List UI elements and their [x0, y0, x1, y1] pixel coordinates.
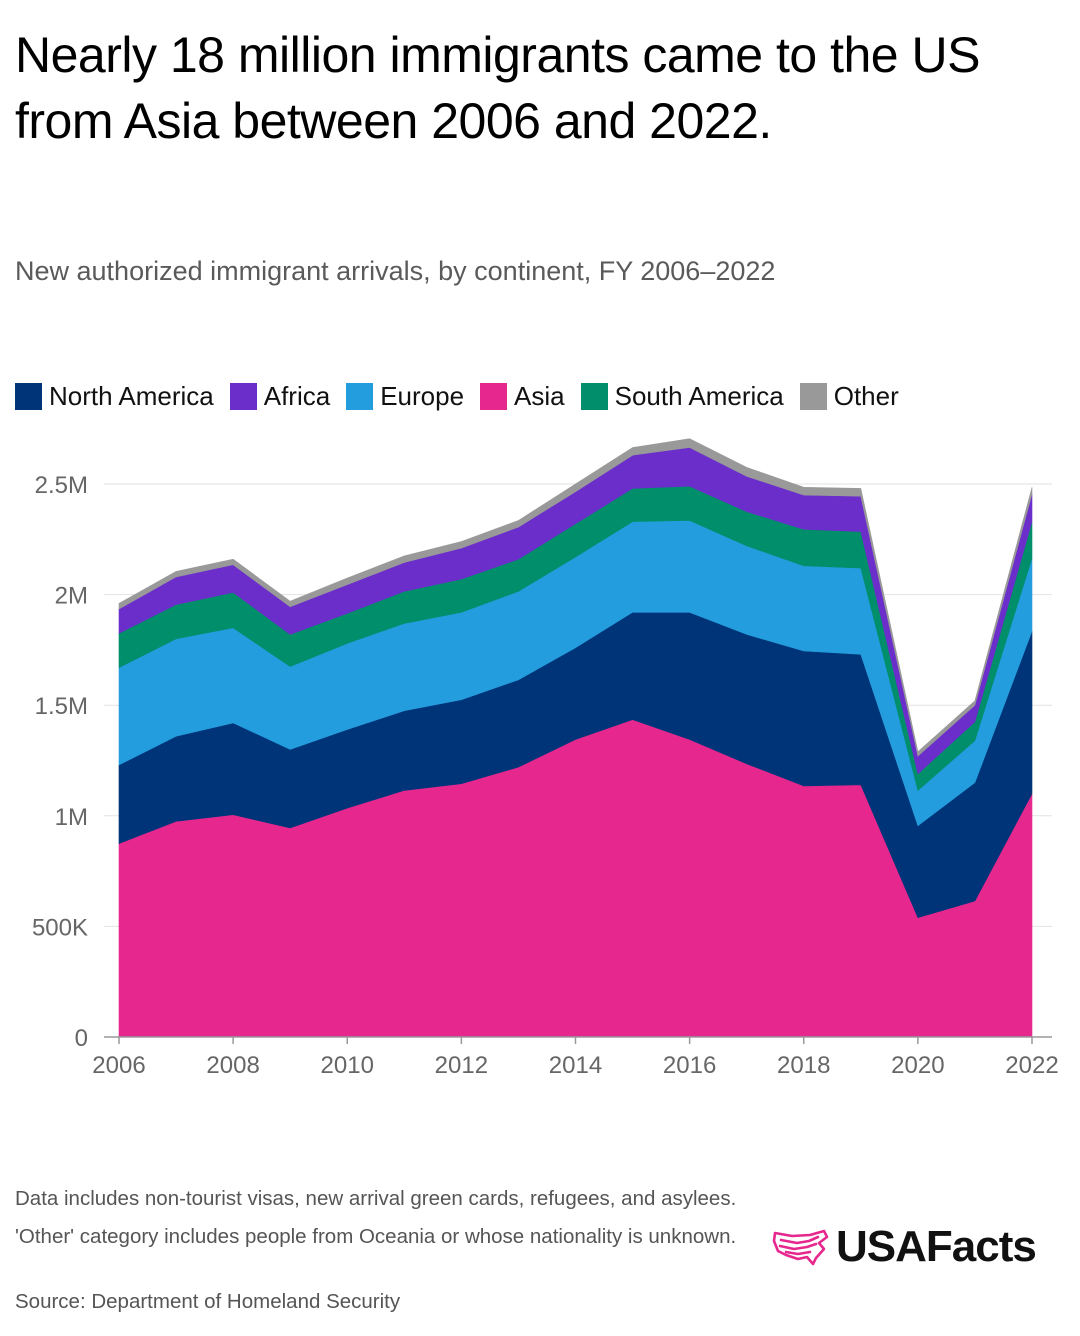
x-tick-label: 2006 — [92, 1052, 145, 1079]
legend-item-europe: Europe — [346, 381, 464, 412]
legend-label: Africa — [263, 380, 331, 411]
chart-subtitle: New authorized immigrant arrivals, by co… — [15, 256, 776, 286]
footnote: Data includes non-tourist visas, new arr… — [15, 1187, 737, 1248]
x-tick-label: 2010 — [321, 1052, 374, 1079]
y-tick-label: 500K — [32, 914, 88, 941]
us-map-icon — [772, 1229, 829, 1266]
legend-item-africa: Africa — [229, 380, 331, 412]
legend-item-asia: Asia — [480, 381, 565, 412]
x-tick-label: 2018 — [777, 1052, 830, 1079]
x-tick-label: 2022 — [1005, 1052, 1058, 1079]
x-tick-label: 2016 — [663, 1052, 716, 1079]
legend-swatch — [15, 382, 42, 410]
y-tick-label: 1M — [55, 804, 88, 831]
chart-title: Nearly 18 million immigrants came to the… — [15, 27, 980, 149]
legend-swatch — [580, 382, 608, 410]
legend-label: Europe — [380, 380, 465, 411]
x-tick-label: 2014 — [549, 1052, 602, 1079]
axes: 0 500K 1M 1.5M 2M 2.5M 2006 2008 2010 2012 2014 201… — [32, 472, 1059, 1079]
y-tick-label: 0 — [75, 1025, 88, 1052]
legend-item-other: Other — [799, 380, 899, 412]
area-series — [118, 438, 1033, 1038]
usafacts-logo: USAFacts — [772, 1222, 1037, 1272]
source-note: Source: Department of Homeland Security — [15, 1290, 401, 1313]
legend-label: North America — [49, 380, 214, 411]
legend-swatch — [229, 382, 257, 410]
legend-swatch — [346, 382, 374, 410]
area-other — [118, 438, 1033, 757]
y-tick-label: 2M — [55, 583, 88, 610]
legend-swatch — [799, 382, 827, 410]
x-tick-label: 2008 — [206, 1052, 259, 1079]
stacked-area-chart: 0 500K 1M 1.5M 2M 2.5M 2006 2008 2010 2012 2014 201… — [32, 438, 1059, 1079]
y-tick-label: 2.5M — [35, 472, 88, 499]
x-tick-label: 2020 — [891, 1052, 944, 1079]
legend-label: Other — [833, 380, 899, 411]
legend: North America Africa Europe Asia South A… — [15, 380, 915, 412]
legend-label: Asia — [514, 380, 565, 411]
logo-text: USAFacts — [836, 1222, 1037, 1271]
legend-swatch — [480, 382, 508, 410]
y-tick-label: 1.5M — [35, 693, 88, 720]
legend-item-north-america: North America — [15, 381, 214, 412]
x-tick-label: 2012 — [435, 1052, 488, 1079]
legend-item-south-america: South America — [580, 380, 784, 412]
legend-label: South America — [614, 380, 784, 411]
